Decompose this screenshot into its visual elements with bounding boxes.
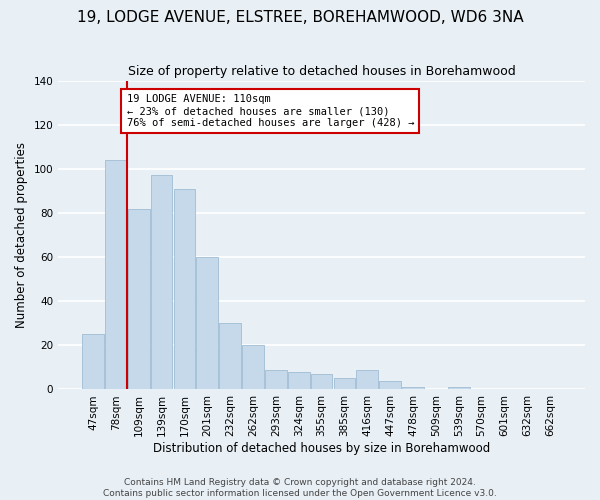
Bar [82,334,104,390]
Bar [334,378,355,390]
Bar [448,388,470,390]
Title: Size of property relative to detached houses in Borehamwood: Size of property relative to detached ho… [128,65,515,78]
Bar [128,208,149,390]
X-axis label: Distribution of detached houses by size in Borehamwood: Distribution of detached houses by size … [153,442,490,455]
Bar [105,160,127,390]
Y-axis label: Number of detached properties: Number of detached properties [15,142,28,328]
Bar [151,176,172,390]
Bar [265,370,287,390]
Bar [196,257,218,390]
Bar [379,380,401,390]
Bar [402,388,424,390]
Text: 19, LODGE AVENUE, ELSTREE, BOREHAMWOOD, WD6 3NA: 19, LODGE AVENUE, ELSTREE, BOREHAMWOOD, … [77,10,523,25]
Bar [173,188,195,390]
Text: 19 LODGE AVENUE: 110sqm
← 23% of detached houses are smaller (130)
76% of semi-d: 19 LODGE AVENUE: 110sqm ← 23% of detache… [127,94,414,128]
Text: Contains HM Land Registry data © Crown copyright and database right 2024.
Contai: Contains HM Land Registry data © Crown c… [103,478,497,498]
Bar [288,372,310,390]
Bar [356,370,378,390]
Bar [242,346,264,390]
Bar [219,324,241,390]
Bar [311,374,332,390]
